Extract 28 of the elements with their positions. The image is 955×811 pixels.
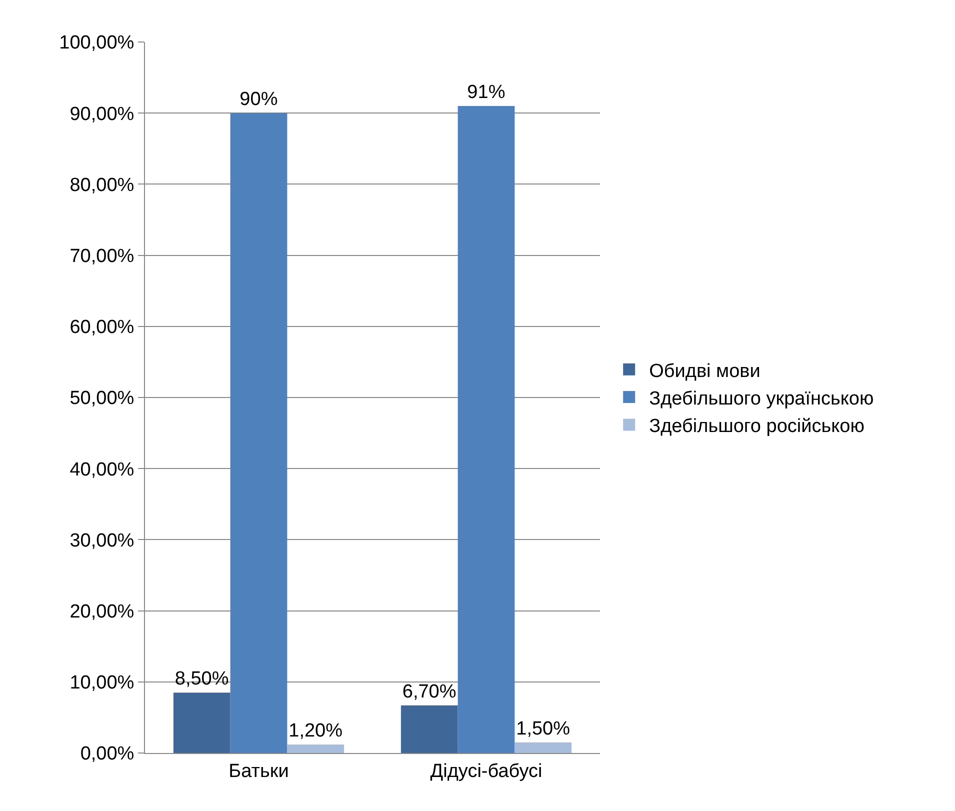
bar bbox=[173, 692, 230, 753]
y-tick-label: 50,00% bbox=[70, 388, 134, 410]
y-tick-label: 20,00% bbox=[70, 601, 134, 622]
bar bbox=[230, 113, 288, 753]
legend-label: Здебільшого українською bbox=[649, 388, 874, 410]
bar bbox=[287, 744, 344, 753]
bar bbox=[514, 742, 572, 753]
x-tick-label: Батьки bbox=[228, 760, 289, 782]
y-tick-label: 100,00% bbox=[59, 32, 134, 54]
y-tick-label: 30,00% bbox=[70, 530, 134, 552]
data-label: 6,70% bbox=[402, 681, 456, 702]
y-tick-label: 80,00% bbox=[70, 174, 134, 196]
y-tick-label: 70,00% bbox=[70, 246, 134, 267]
data-label: 91% bbox=[467, 82, 506, 103]
bar bbox=[458, 106, 515, 753]
bar bbox=[400, 705, 458, 753]
data-label: 8,50% bbox=[174, 668, 229, 690]
legend-label: Обидві мови bbox=[649, 360, 760, 382]
y-tick-label: 0,00% bbox=[80, 744, 134, 765]
x-tick-label: Дідусі-бабусі bbox=[430, 760, 542, 782]
data-label: 1,50% bbox=[516, 718, 570, 740]
y-tick-label: 60,00% bbox=[70, 317, 134, 338]
y-tick-label: 90,00% bbox=[70, 104, 134, 125]
y-tick-label: 40,00% bbox=[70, 459, 134, 480]
data-label: 90% bbox=[240, 89, 278, 110]
data-label: 1,20% bbox=[288, 720, 343, 742]
y-tick-label: 10,00% bbox=[70, 672, 134, 694]
legend-label: Здебільшого російською bbox=[649, 416, 864, 438]
